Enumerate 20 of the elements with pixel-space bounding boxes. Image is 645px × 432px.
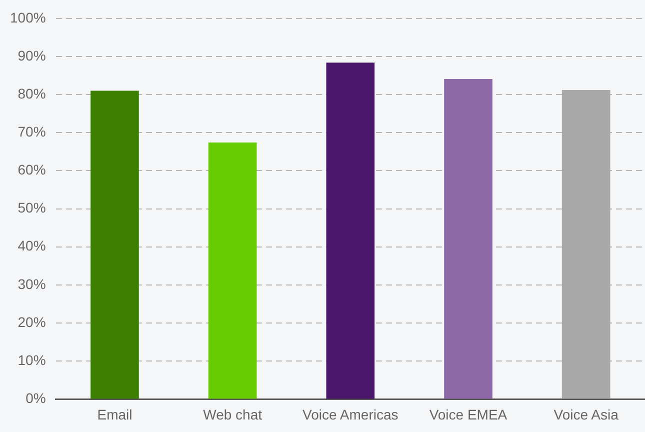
y-tick-label: 10%: [18, 352, 46, 368]
x-tick-label: Web chat: [203, 406, 262, 422]
bar: [444, 78, 492, 399]
y-tick-label: 80%: [18, 85, 46, 102]
y-tick-label: 0%: [26, 390, 46, 406]
bar: [90, 90, 139, 399]
y-tick-label: 30%: [18, 276, 46, 292]
bar: [326, 62, 375, 399]
y-tick-label: 40%: [18, 238, 46, 254]
x-tick-label: Voice EMEA: [429, 406, 508, 422]
y-tick-label: 50%: [18, 200, 46, 216]
y-tick-label: 90%: [18, 47, 46, 64]
x-tick-label: Email: [97, 406, 132, 422]
y-tick-label: 100%: [10, 9, 46, 26]
y-tick-label: 70%: [18, 124, 46, 140]
y-tick-label: 20%: [18, 314, 46, 330]
y-tick-label: 60%: [18, 162, 46, 178]
bar: [208, 142, 257, 399]
x-tick-label: Voice Americas: [302, 406, 398, 422]
x-tick-label: Voice Asia: [554, 406, 619, 422]
